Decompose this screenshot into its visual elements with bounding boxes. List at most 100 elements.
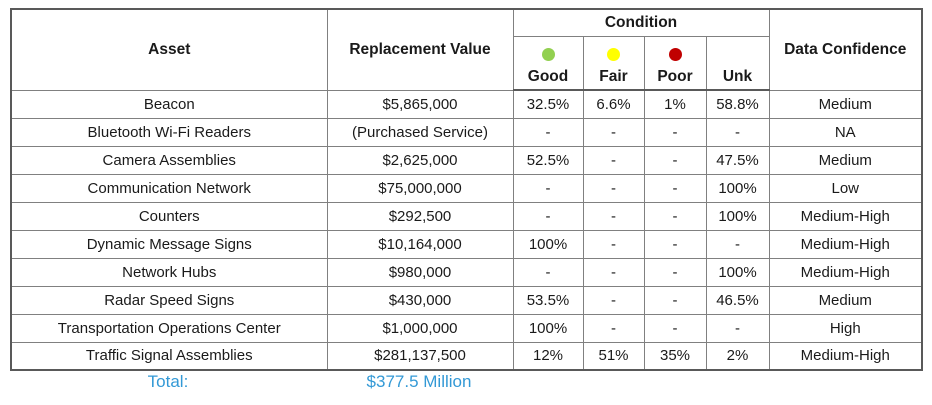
poor-percent-cell: - xyxy=(643,201,707,231)
poor-column-header: Poor xyxy=(643,36,707,91)
fair-percent-cell: - xyxy=(582,257,645,287)
replacement-value-cell: $281,137,500 xyxy=(326,341,514,371)
good-percent-cell: 12% xyxy=(512,341,584,371)
table-row: Camera Assemblies $2,625,000 52.5% - - 4… xyxy=(10,145,923,175)
fair-percent-cell: - xyxy=(582,173,645,203)
data-confidence-cell: Medium xyxy=(768,285,923,315)
good-percent-cell: 32.5% xyxy=(512,89,584,119)
data-confidence-cell: Medium-High xyxy=(768,229,923,259)
replacement-value-column-header: Replacement Value xyxy=(326,8,514,91)
data-confidence-column-header: Data Confidence xyxy=(768,8,923,91)
unk-percent-cell: 47.5% xyxy=(705,145,770,175)
poor-percent-cell: - xyxy=(643,285,707,315)
replacement-value-cell: $980,000 xyxy=(326,257,514,287)
asset-name-cell: Dynamic Message Signs xyxy=(10,229,328,259)
fair-percent-cell: - xyxy=(582,117,645,147)
table-row: Transportation Operations Center $1,000,… xyxy=(10,313,923,343)
unk-dot-placeholder xyxy=(731,48,744,61)
asset-name-cell: Traffic Signal Assemblies xyxy=(10,341,328,371)
replacement-value-cell: $5,865,000 xyxy=(326,89,514,119)
fair-percent-cell: - xyxy=(582,229,645,259)
data-confidence-cell: Medium xyxy=(768,145,923,175)
poor-column-label: Poor xyxy=(657,68,693,85)
unk-percent-cell: 100% xyxy=(705,173,770,203)
data-confidence-cell: High xyxy=(768,313,923,343)
table-row: Dynamic Message Signs $10,164,000 100% -… xyxy=(10,229,923,259)
total-row: Total: $377.5 Million xyxy=(10,372,921,392)
data-confidence-cell: Medium-High xyxy=(768,201,923,231)
data-confidence-cell: Low xyxy=(768,173,923,203)
replacement-value-cell: (Purchased Service) xyxy=(326,117,514,147)
good-percent-cell: 100% xyxy=(512,229,584,259)
total-label: Total: xyxy=(147,372,189,391)
replacement-value-cell: $292,500 xyxy=(326,201,514,231)
good-percent-cell: 53.5% xyxy=(512,285,584,315)
fair-column-label: Fair xyxy=(599,68,628,85)
poor-percent-cell: - xyxy=(643,117,707,147)
fair-percent-cell: - xyxy=(582,285,645,315)
data-confidence-cell: Medium xyxy=(768,89,923,119)
unk-column-header: Unk xyxy=(705,36,770,91)
fair-percent-cell: 51% xyxy=(582,341,645,371)
poor-percent-cell: - xyxy=(643,229,707,259)
asset-name-cell: Counters xyxy=(10,201,328,231)
poor-percent-cell: - xyxy=(643,173,707,203)
asset-name-cell: Radar Speed Signs xyxy=(10,285,328,315)
table-row: Bluetooth Wi-Fi Readers (Purchased Servi… xyxy=(10,117,923,147)
table-row: Communication Network $75,000,000 - - - … xyxy=(10,173,923,203)
asset-name-cell: Bluetooth Wi-Fi Readers xyxy=(10,117,328,147)
good-column-header: Good xyxy=(512,36,584,91)
fair-dot-icon xyxy=(607,48,620,61)
table-row: Traffic Signal Assemblies $281,137,500 1… xyxy=(10,341,923,371)
fair-column-header: Fair xyxy=(582,36,645,91)
table-row: Counters $292,500 - - - 100% Medium-High xyxy=(10,201,923,231)
asset-table-body: Beacon $5,865,000 32.5% 6.6% 1% 58.8% Me… xyxy=(10,89,923,371)
good-dot-icon xyxy=(541,48,555,61)
asset-column-header: Asset xyxy=(10,8,328,91)
unk-percent-cell: 100% xyxy=(705,201,770,231)
asset-name-cell: Communication Network xyxy=(10,173,328,203)
replacement-value-cell: $75,000,000 xyxy=(326,173,514,203)
poor-dot-icon xyxy=(668,48,682,61)
poor-percent-cell: - xyxy=(643,145,707,175)
table-row: Radar Speed Signs $430,000 53.5% - - 46.… xyxy=(10,285,923,315)
asset-condition-table: Asset Replacement Value Condition Data C… xyxy=(10,8,923,371)
asset-name-cell: Camera Assemblies xyxy=(10,145,328,175)
poor-percent-cell: 1% xyxy=(643,89,707,119)
unk-percent-cell: 46.5% xyxy=(705,285,770,315)
total-value: $377.5 Million xyxy=(366,372,472,391)
good-column-label: Good xyxy=(527,68,569,85)
fair-percent-cell: 6.6% xyxy=(582,89,645,119)
unk-column-label: Unk xyxy=(722,68,753,85)
asset-name-cell: Network Hubs xyxy=(10,257,328,287)
asset-name-cell: Beacon xyxy=(10,89,328,119)
unk-percent-cell: 100% xyxy=(705,257,770,287)
replacement-value-cell: $10,164,000 xyxy=(326,229,514,259)
fair-percent-cell: - xyxy=(582,201,645,231)
table-row: Beacon $5,865,000 32.5% 6.6% 1% 58.8% Me… xyxy=(10,89,923,119)
good-percent-cell: - xyxy=(512,117,584,147)
replacement-value-cell: $430,000 xyxy=(326,285,514,315)
poor-percent-cell: - xyxy=(643,257,707,287)
good-percent-cell: - xyxy=(512,201,584,231)
good-percent-cell: 100% xyxy=(512,313,584,343)
unk-percent-cell: - xyxy=(705,117,770,147)
poor-percent-cell: 35% xyxy=(643,341,707,371)
table-row: Network Hubs $980,000 - - - 100% Medium-… xyxy=(10,257,923,287)
data-confidence-cell: Medium-High xyxy=(768,341,923,371)
good-percent-cell: - xyxy=(512,257,584,287)
fair-percent-cell: - xyxy=(582,313,645,343)
header-row-top: Asset Replacement Value Condition Data C… xyxy=(10,8,923,91)
asset-name-cell: Transportation Operations Center xyxy=(10,313,328,343)
unk-percent-cell: 58.8% xyxy=(705,89,770,119)
good-percent-cell: 52.5% xyxy=(512,145,584,175)
data-confidence-cell: NA xyxy=(768,117,923,147)
replacement-value-cell: $1,000,000 xyxy=(326,313,514,343)
header-row-condition-sub: Good Fair Poor xyxy=(11,36,922,91)
good-percent-cell: - xyxy=(512,173,584,203)
unk-percent-cell: - xyxy=(705,229,770,259)
unk-percent-cell: 2% xyxy=(705,341,770,371)
data-confidence-cell: Medium-High xyxy=(768,257,923,287)
fair-percent-cell: - xyxy=(582,145,645,175)
